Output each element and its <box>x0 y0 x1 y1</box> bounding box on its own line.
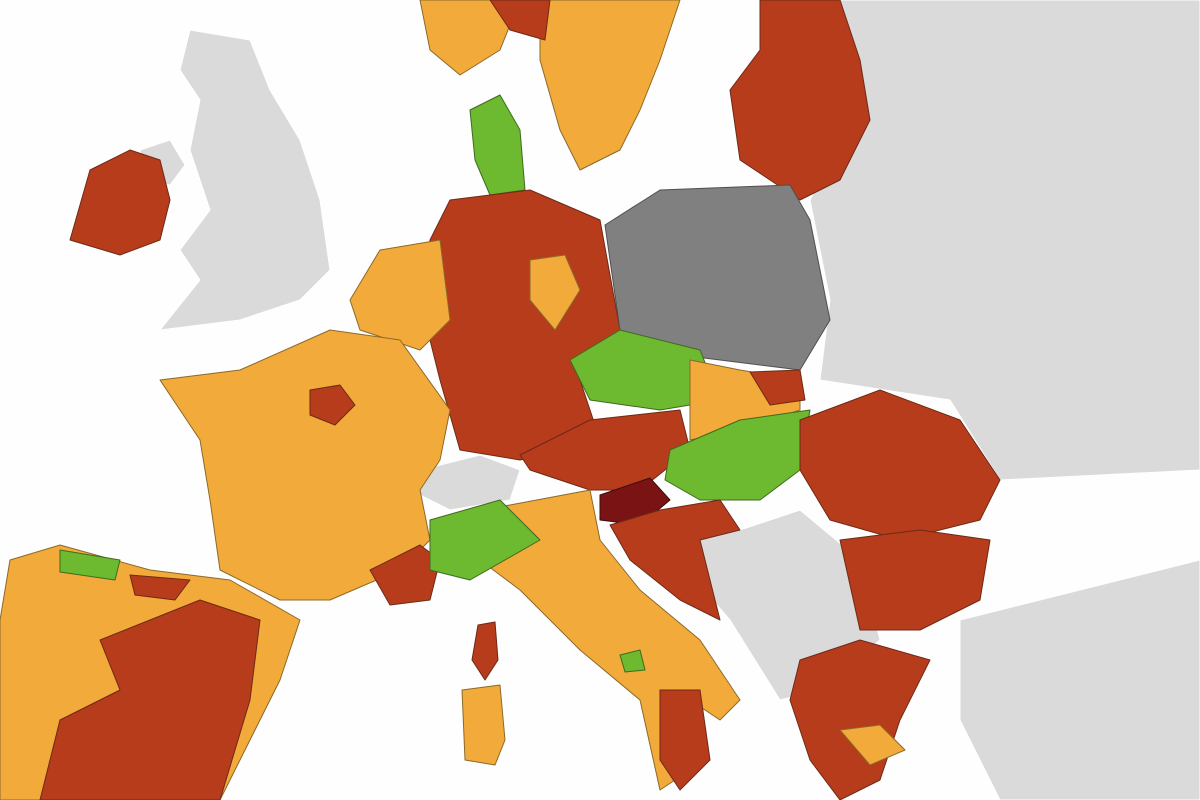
central-italy-region <box>619 649 646 673</box>
turkey-land <box>959 559 1200 800</box>
baltics <box>729 0 871 201</box>
benelux <box>349 239 451 351</box>
spain-red-regions <box>39 599 261 800</box>
germany-orange-region <box>529 254 581 331</box>
south-italy-region <box>659 689 711 791</box>
bulgaria <box>839 529 991 631</box>
south-france-region <box>369 544 441 606</box>
sardinia <box>461 684 506 766</box>
denmark <box>469 94 526 196</box>
greece-orange-region <box>839 724 906 766</box>
norway <box>419 0 521 76</box>
austria <box>519 409 691 491</box>
sweden <box>539 0 681 171</box>
ireland <box>69 149 171 256</box>
hungary <box>664 409 811 501</box>
greece <box>789 639 931 800</box>
north-red-region <box>489 0 551 41</box>
corsica <box>471 621 499 681</box>
slovakia-east <box>749 369 806 406</box>
romania <box>799 389 1001 541</box>
north-italy-region <box>429 499 541 581</box>
croatia <box>609 499 741 621</box>
spain-north-red <box>129 574 191 601</box>
great-britain <box>159 29 331 331</box>
paris-region <box>309 384 356 426</box>
basque-region <box>59 549 121 581</box>
